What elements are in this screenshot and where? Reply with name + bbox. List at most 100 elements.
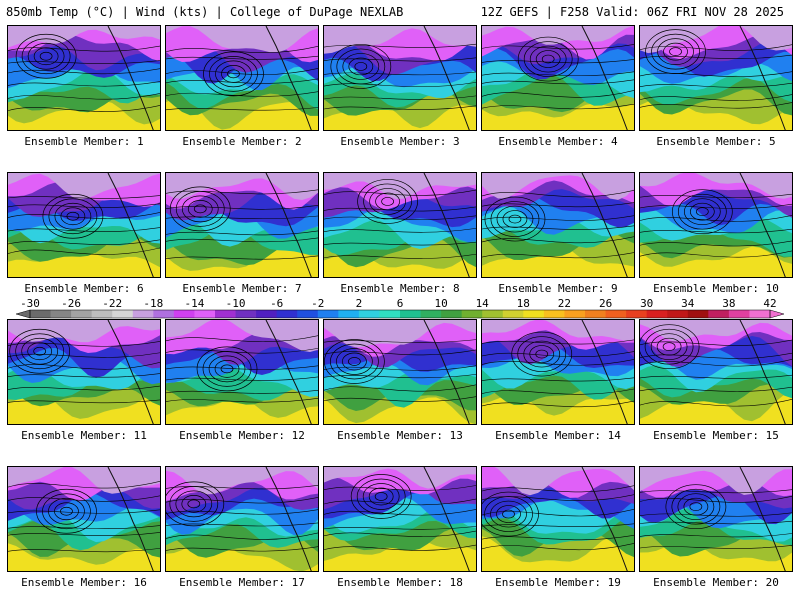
colorbar-segment [112,310,134,318]
wind-contour [209,56,258,92]
streamline [482,485,634,493]
streamline [324,215,476,220]
streamline [166,509,318,515]
streamline [640,71,792,77]
temp-band [166,467,318,495]
streamline [166,68,318,75]
member-map-15 [639,319,793,425]
member-label: Ensemble Member: 1 [24,135,144,148]
streamline [324,339,476,343]
streamline [166,365,318,370]
streamline [166,376,318,381]
member-label: Ensemble Member: 7 [182,282,302,295]
streamline [640,193,792,199]
streamline [324,253,476,259]
streamline [482,252,634,259]
streamline [166,91,318,97]
wind-contour [21,38,71,75]
colorbar-segment [523,310,545,318]
coastline [265,320,312,424]
temperature-field [482,173,634,277]
streamline [166,230,318,236]
coastline [107,320,154,424]
streamline [640,520,792,525]
temp-band [482,26,634,45]
temperature-field [8,467,160,571]
streamline [482,534,634,541]
streamline [640,82,792,88]
colorbar-segment [338,310,360,318]
member-map-14 [481,319,635,425]
member-map-17 [165,466,319,572]
wind-contour [490,201,540,237]
wind-contour [651,33,700,70]
streamline [482,215,634,221]
colorbar-segment [585,310,606,318]
colorbar-tick-label: -30 [20,297,40,310]
streamline [482,59,634,64]
wind-contour [15,33,77,79]
streamline [482,339,634,345]
wind-contour [657,38,694,66]
temp-band [482,320,634,341]
streamline [324,43,476,48]
colorbar-tick-label: 30 [640,297,653,310]
wind-contour [369,188,406,215]
streamline [324,241,476,246]
streamline [8,247,160,255]
streamline [8,495,160,502]
streamline [324,544,476,551]
member-label: Ensemble Member: 12 [179,429,305,442]
streamline [166,215,318,220]
streamline [8,212,160,219]
colorbar-tick-label: -26 [61,297,81,310]
wind-contour [196,346,258,392]
coastline [581,173,628,277]
streamline [482,189,634,198]
colorbar-tick-label: 22 [558,297,571,310]
temp-band [166,173,318,200]
coastline [423,173,470,277]
streamline [482,377,634,382]
streamline [640,386,792,392]
temperature-field [640,320,792,424]
streamline [640,545,792,549]
streamline [324,105,476,110]
wind-contour [374,492,388,501]
streamline [324,228,476,233]
member-label: Ensemble Member: 18 [337,576,463,589]
member-map-5 [639,25,793,131]
wind-contour [511,331,573,377]
coastline [423,320,470,424]
member-label: Ensemble Member: 13 [337,429,463,442]
colorbar-tick-label: -14 [184,297,204,310]
streamline [166,255,318,260]
coastline [739,467,786,571]
colorbar-tick-label: -18 [143,297,163,310]
wind-contour [187,499,201,509]
wind-contour [482,491,539,537]
streamline [166,204,318,210]
streamline [8,509,160,514]
streamline [166,497,318,504]
wind-contour [368,487,394,506]
streamline [166,546,318,552]
streamline [166,237,318,243]
wind-contour [535,50,561,68]
colorbar-segment [502,310,524,318]
streamline [324,189,476,196]
temperature-field [324,467,476,571]
streamline [324,498,476,506]
streamline [8,239,160,245]
temperature-field [166,26,318,130]
streamline [8,352,160,358]
streamline [166,45,318,54]
temp-band [166,26,318,53]
coastline [423,467,470,571]
wind-contour [517,336,567,372]
colorbar-tick-label: 14 [476,297,490,310]
streamline [482,400,634,408]
member-label: Ensemble Member: 11 [21,429,147,442]
colorbar-segment [564,310,586,318]
streamline [166,522,318,527]
